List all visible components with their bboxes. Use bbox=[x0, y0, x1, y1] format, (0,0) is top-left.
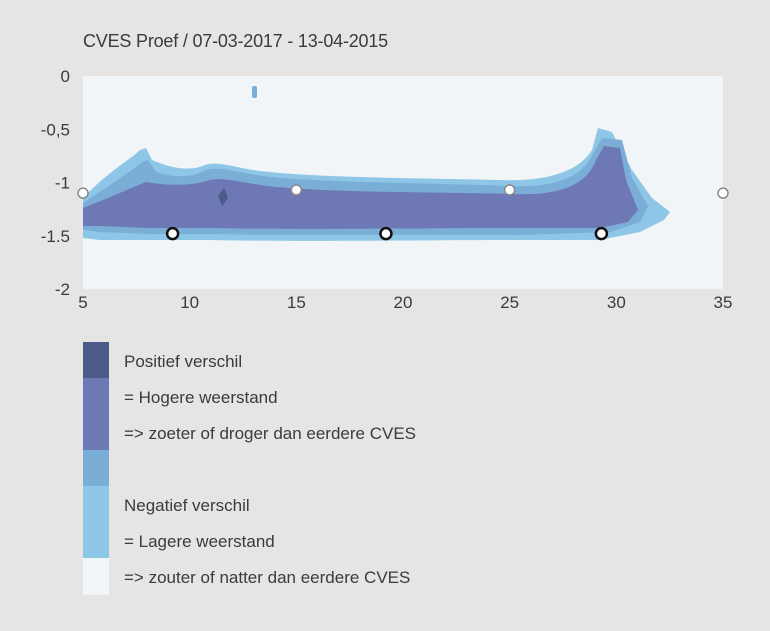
marker-top-3 bbox=[717, 187, 729, 199]
legend-label: = Hogere weerstand bbox=[124, 388, 278, 407]
measurement-markers bbox=[77, 184, 729, 241]
legend-swatch bbox=[83, 486, 109, 523]
marker-bottom-1 bbox=[379, 226, 393, 241]
contour-spot-top bbox=[252, 86, 257, 98]
marker-top-0 bbox=[77, 187, 89, 199]
legend-label: Positief verschil bbox=[124, 352, 243, 371]
x-tick-label: 35 bbox=[714, 293, 733, 312]
x-tick-label: 25 bbox=[500, 293, 519, 312]
legend-swatch bbox=[83, 378, 109, 415]
x-tick-label: 15 bbox=[287, 293, 306, 312]
y-axis-ticks: 0 -0,5 -1 -1.5 -2 bbox=[41, 67, 70, 299]
x-tick-label: 20 bbox=[394, 293, 413, 312]
chart-title: CVES Proef / 07-03-2017 - 13-04-2015 bbox=[83, 31, 388, 51]
x-axis-ticks: 5 10 15 20 25 30 35 bbox=[78, 293, 732, 312]
marker-top-2 bbox=[503, 184, 516, 196]
contour-band-positive bbox=[83, 146, 638, 229]
contour-layers bbox=[83, 86, 670, 241]
y-tick-label: -1 bbox=[55, 174, 70, 193]
marker-bottom-2 bbox=[594, 226, 609, 241]
marker-bottom-0 bbox=[165, 226, 180, 241]
y-tick-label: -0,5 bbox=[41, 120, 70, 139]
y-tick-label: 0 bbox=[61, 67, 70, 86]
legend-label: => zoeter of droger dan eerdere CVES bbox=[124, 424, 417, 443]
legend-label: Negatief verschil bbox=[124, 496, 250, 515]
x-tick-label: 10 bbox=[180, 293, 199, 312]
x-tick-label: 30 bbox=[607, 293, 626, 312]
legend-label: => zouter of natter dan eerdere CVES bbox=[124, 568, 411, 587]
y-tick-label: -2 bbox=[55, 280, 70, 299]
legend-label: = Lagere weerstand bbox=[124, 532, 275, 551]
legend-swatch bbox=[83, 450, 109, 487]
x-tick-label: 5 bbox=[78, 293, 87, 312]
legend-swatch bbox=[83, 522, 109, 559]
legend-swatch bbox=[83, 414, 109, 451]
legend-swatch bbox=[83, 342, 109, 379]
y-tick-label: -1.5 bbox=[41, 227, 70, 246]
marker-top-1 bbox=[290, 184, 303, 196]
contour-band-strong-positive bbox=[218, 188, 228, 206]
legend-swatch bbox=[83, 558, 109, 595]
